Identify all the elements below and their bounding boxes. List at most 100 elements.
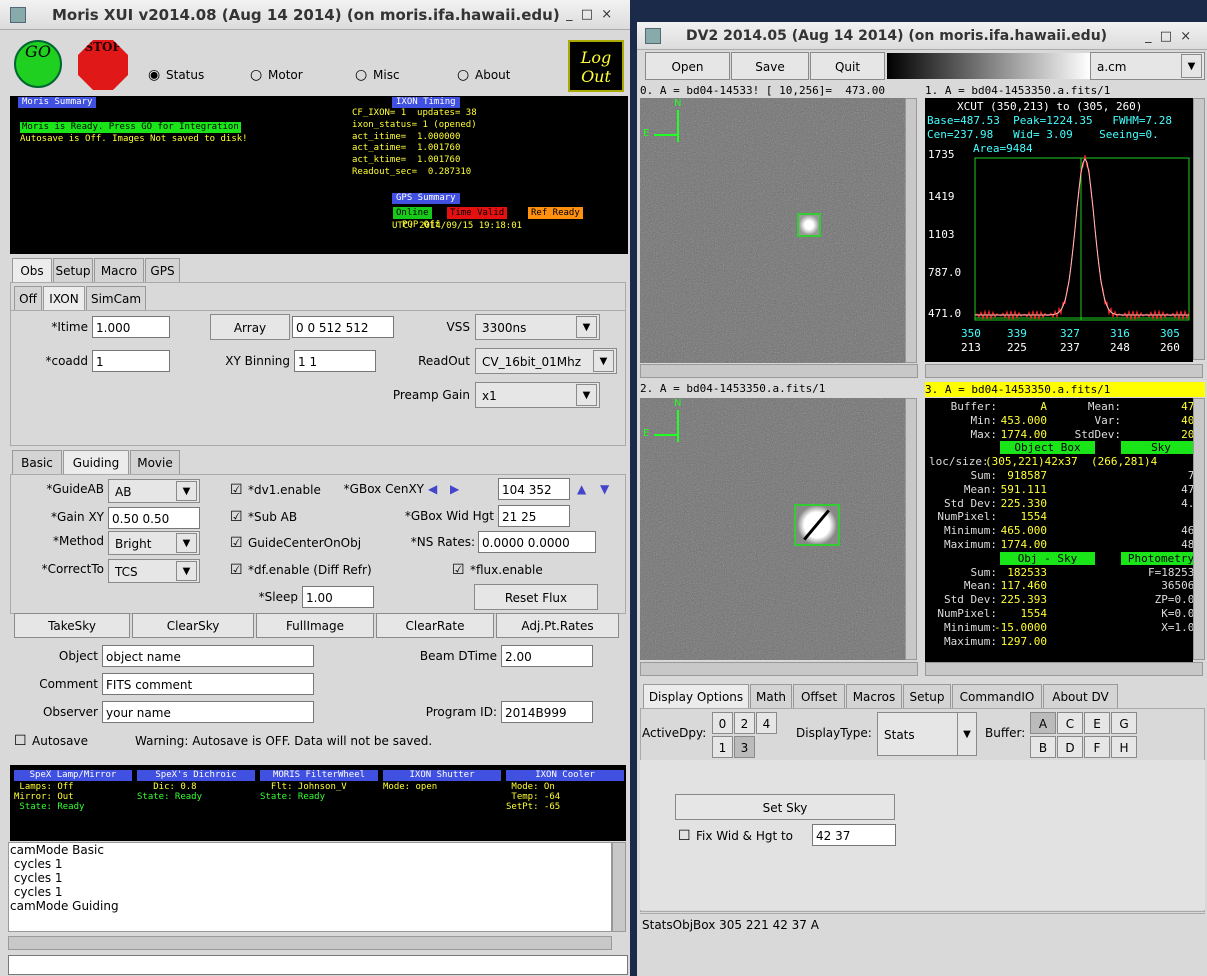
tab[interactable]: Setup: [903, 684, 951, 708]
tab[interactable]: SimCam: [86, 286, 146, 310]
buffer-button[interactable]: B: [1030, 736, 1056, 758]
scrollbar[interactable]: [925, 662, 1203, 676]
button[interactable]: Quit: [810, 52, 885, 80]
stat-cell: 365066: [1161, 579, 1193, 593]
tab[interactable]: IXON: [43, 286, 85, 310]
buffer-button[interactable]: H: [1111, 736, 1137, 758]
buffer-button[interactable]: C: [1057, 712, 1083, 734]
label: *CorrectTo: [41, 562, 104, 576]
checkbox[interactable]: ☑: [230, 482, 243, 498]
label: Cen=237.98 Wid= 3.09 Seeing=0.: [927, 128, 1159, 141]
scrollbar[interactable]: [612, 842, 626, 932]
button[interactable]: Array: [210, 314, 290, 340]
arrow-button[interactable]: ▶: [450, 482, 460, 496]
tab[interactable]: Basic: [12, 450, 62, 474]
checkbox[interactable]: ☑: [230, 535, 243, 551]
stop-button[interactable]: STOP: [78, 40, 128, 90]
tab[interactable]: Movie: [130, 450, 180, 474]
buffer-button[interactable]: E: [1084, 712, 1110, 734]
checkbox[interactable]: ☑: [230, 509, 243, 525]
checkbox[interactable]: ☑: [230, 562, 243, 578]
text-input[interactable]: 1.000: [92, 316, 170, 338]
text-input[interactable]: 21 25: [498, 505, 570, 527]
tab[interactable]: Obs: [12, 258, 52, 282]
buffer-button[interactable]: G: [1111, 712, 1137, 734]
arrow-button[interactable]: ▲: [577, 482, 587, 496]
tab[interactable]: Setup: [53, 258, 93, 282]
button[interactable]: TakeSky: [14, 613, 130, 638]
dpy-button[interactable]: 0: [712, 712, 733, 734]
text-input[interactable]: 2014B999: [501, 701, 593, 723]
text-input[interactable]: object name: [102, 645, 314, 667]
text-input[interactable]: 104 352: [498, 478, 570, 500]
dpy-button[interactable]: 1: [712, 736, 733, 758]
radio[interactable]: ○: [355, 67, 368, 83]
buffer-button[interactable]: A: [1030, 712, 1056, 734]
stat-cell: Max:: [970, 427, 998, 441]
checkbox[interactable]: ☐: [678, 828, 691, 844]
text-input[interactable]: 42 37: [812, 824, 896, 846]
scrollbar[interactable]: [1193, 98, 1205, 360]
button[interactable]: ClearRate: [376, 613, 494, 638]
text-input[interactable]: 0 0 512 512: [292, 316, 394, 338]
window-controls[interactable]: _ □ ×: [1145, 29, 1192, 44]
logout-button[interactable]: Log Out: [568, 40, 624, 92]
window-title: DV2 2014.05 (Aug 14 2014) (on moris.ifa.…: [686, 28, 1108, 44]
tab[interactable]: GPS: [145, 258, 180, 282]
label: 260: [1160, 341, 1180, 354]
app-icon: [645, 28, 661, 44]
text-input[interactable]: your name: [102, 701, 314, 723]
scrollbar[interactable]: [1193, 398, 1205, 660]
arrow-button[interactable]: ▼: [600, 482, 610, 496]
buffer-button[interactable]: D: [1057, 736, 1083, 758]
button[interactable]: Reset Flux: [474, 584, 598, 610]
tab[interactable]: Offset: [793, 684, 845, 708]
text-input[interactable]: 0.0000 0.0000: [478, 531, 596, 553]
arrow-button[interactable]: ◀: [428, 482, 438, 496]
radio-label: Misc: [373, 68, 400, 82]
checkbox[interactable]: ☑: [452, 562, 465, 578]
button[interactable]: Save: [731, 52, 809, 80]
tab[interactable]: Display Options: [643, 684, 749, 708]
window-controls[interactable]: _ □ ×: [566, 7, 613, 22]
label: ActiveDpy:: [642, 726, 707, 740]
checkbox[interactable]: ☐: [14, 733, 27, 749]
button[interactable]: Open: [645, 52, 730, 80]
text-input[interactable]: 0.50 0.50: [108, 507, 200, 529]
stat-cell: Var:: [1094, 413, 1122, 427]
tab[interactable]: Guiding: [63, 450, 129, 474]
buffer-button[interactable]: F: [1084, 736, 1110, 758]
tab[interactable]: CommandIO: [952, 684, 1042, 708]
scrollbar[interactable]: [905, 398, 917, 660]
scrollbar[interactable]: [640, 662, 918, 676]
text-input[interactable]: 1.00: [302, 586, 374, 608]
dpy-button[interactable]: 4: [756, 712, 777, 734]
tab[interactable]: Math: [750, 684, 792, 708]
button[interactable]: FullImage: [256, 613, 374, 638]
dpy-button[interactable]: 3: [734, 736, 755, 758]
text-input[interactable]: FITS comment: [102, 673, 314, 695]
dpy-button[interactable]: 2: [734, 712, 755, 734]
tab[interactable]: Macros: [846, 684, 902, 708]
button[interactable]: Adj.Pt.Rates: [496, 613, 619, 638]
go-button[interactable]: GO: [14, 40, 62, 88]
label: *Gain XY: [51, 510, 104, 524]
radio[interactable]: ◉: [148, 67, 161, 83]
command-input[interactable]: [8, 955, 628, 975]
scrollbar[interactable]: [640, 364, 918, 378]
button[interactable]: Set Sky: [675, 794, 895, 820]
button[interactable]: ClearSky: [132, 613, 254, 638]
stat-cell: Minimum:: [944, 620, 997, 634]
tab[interactable]: Macro: [94, 258, 144, 282]
scrollbar[interactable]: [8, 936, 612, 950]
radio[interactable]: ○: [250, 67, 263, 83]
scrollbar[interactable]: [925, 364, 1203, 378]
tab[interactable]: About DV: [1043, 684, 1118, 708]
tab[interactable]: Off: [14, 286, 42, 310]
text-input[interactable]: 1: [92, 350, 170, 372]
radio[interactable]: ○: [457, 67, 470, 83]
text-input[interactable]: 1 1: [294, 350, 376, 372]
text-input[interactable]: 2.00: [501, 645, 593, 667]
scrollbar[interactable]: [905, 98, 917, 363]
dropdown-arrow: ▼: [1181, 54, 1202, 78]
